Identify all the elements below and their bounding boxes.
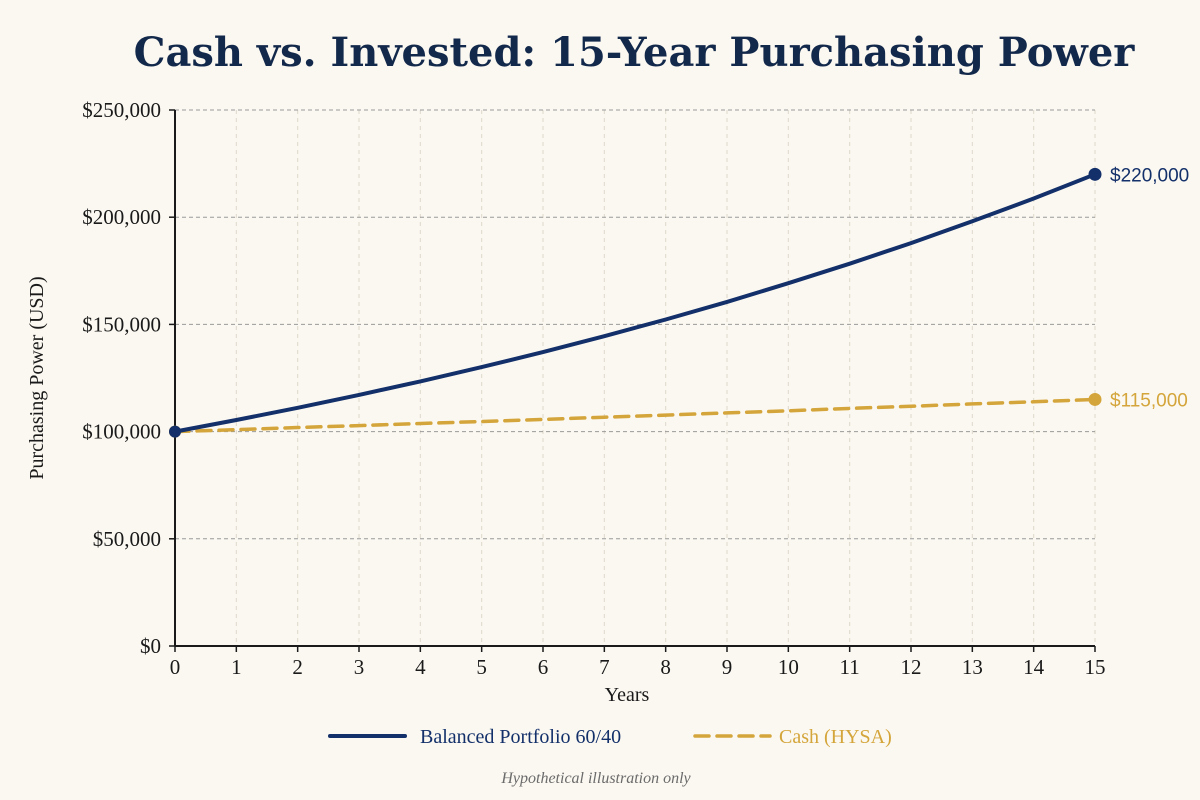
x-tick-label: 0 [170,655,181,679]
y-tick-label: $200,000 [82,205,161,229]
grid-layer [175,109,1096,646]
x-tick-label: 3 [354,655,365,679]
legend-label-balanced-portfolio-60-40: Balanced Portfolio 60/40 [420,726,621,748]
x-tick-label: 11 [840,655,860,679]
legend-label-cash-hysa: Cash (HYSA) [779,726,892,748]
chart-title: Cash vs. Invested: 15-Year Purchasing Po… [134,29,1136,76]
x-tick-label: 10 [778,655,799,679]
x-tick-label: 4 [415,655,426,679]
end-point-balanced-portfolio-60-40 [1088,167,1102,181]
x-tick-label: 2 [292,655,303,679]
series-layer [169,167,1102,438]
x-tick-label: 6 [538,655,549,679]
series-line-balanced-portfolio-60-40 [173,172,1097,434]
y-tick-label: $100,000 [82,420,161,444]
x-tick-label: 14 [1023,655,1045,679]
y-tick-label: $150,000 [82,312,161,336]
x-tick-label: 13 [962,655,983,679]
end-label-cash-hysa: $115,000 [1110,390,1188,411]
series-line-cash-hysa [173,397,1097,434]
axis-layer [169,109,1096,652]
x-tick-label: 12 [901,655,922,679]
x-tick-label: 8 [660,655,671,679]
x-tick-label: 9 [722,655,733,679]
legend: Balanced Portfolio 60/40 Cash (HYSA) [328,726,892,748]
end-point-cash-hysa [1088,392,1102,406]
footnote: Hypothetical illustration only [500,770,691,787]
x-tick-label: 15 [1085,655,1106,679]
start-point-balanced-portfolio-60-40 [169,425,181,438]
y-tick-label: $0 [140,634,161,658]
end-label-balanced-portfolio-60-40: $220,000 [1110,165,1189,186]
y-tick-label: $250,000 [82,98,161,122]
y-axis-label: Purchasing Power (USD) [26,276,48,479]
x-tick-label: 1 [231,655,242,679]
x-tick-label: 5 [476,655,487,679]
x-axis-label: Years [605,684,650,706]
label-layer: $0 $50,000 $100,000 $150,000 $200,000 $250,00… [82,98,1189,679]
y-tick-label: $50,000 [93,527,161,551]
x-tick-label: 7 [599,655,610,679]
